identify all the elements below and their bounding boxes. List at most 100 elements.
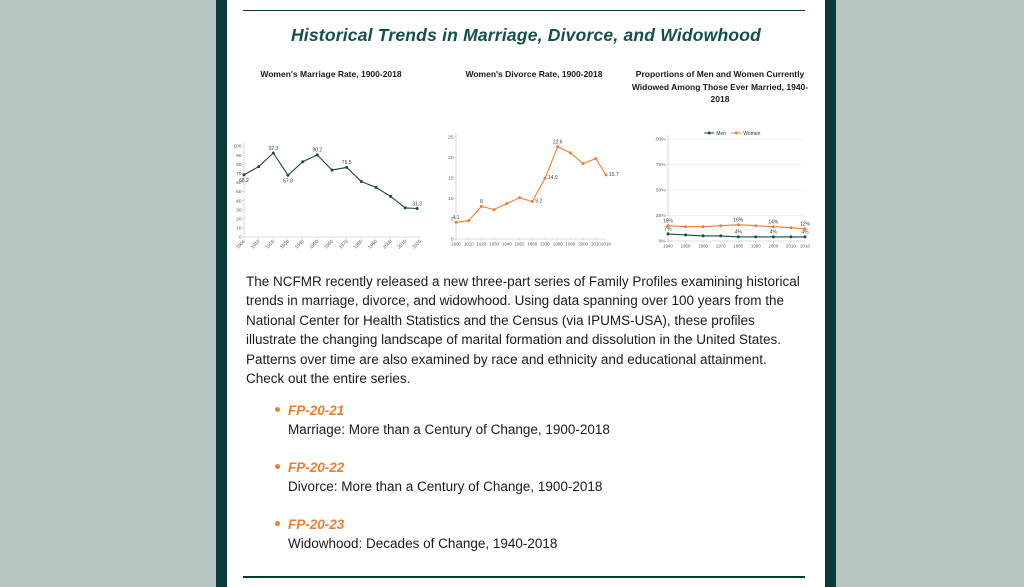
svg-text:1940: 1940 — [294, 238, 306, 250]
left-border-bar — [216, 0, 227, 587]
svg-text:40: 40 — [236, 198, 242, 204]
svg-text:20: 20 — [448, 155, 454, 161]
svg-text:76.5: 76.5 — [342, 160, 352, 166]
page-title: Historical Trends in Marriage, Divorce, … — [290, 25, 762, 45]
fp-20-21-link[interactable]: FP-20-21 — [288, 403, 345, 419]
svg-text:67.8: 67.8 — [283, 178, 293, 184]
svg-text:1950: 1950 — [681, 244, 691, 249]
intro-paragraph: The NCFMR recently released a new three-… — [246, 274, 800, 387]
svg-text:2020: 2020 — [411, 238, 423, 250]
svg-text:2018: 2018 — [601, 242, 611, 247]
svg-text:1990: 1990 — [566, 242, 576, 247]
fp-20-22-link[interactable]: FP-20-22 — [288, 460, 345, 476]
svg-text:Women: Women — [743, 131, 760, 137]
svg-text:9.2: 9.2 — [535, 198, 542, 204]
profile-title: Marriage: More than a Century of Change,… — [288, 422, 610, 438]
svg-text:80: 80 — [236, 162, 242, 168]
series-list: FP-20-21 Marriage: More than a Century o… — [275, 401, 825, 553]
svg-text:2000: 2000 — [768, 244, 778, 249]
divorce-rate-figure: Women's Divorce Rate, 1900-2018 0 5 10 15 20… — [448, 62, 620, 255]
fp-20-23-link[interactable]: FP-20-23 — [288, 517, 345, 533]
svg-text:92.3: 92.3 — [268, 146, 278, 152]
svg-text:1930: 1930 — [279, 238, 291, 250]
list-item: FP-20-22 Divorce: More than a Century of… — [275, 458, 825, 496]
svg-text:1940: 1940 — [663, 244, 673, 249]
svg-text:50: 50 — [236, 189, 242, 195]
svg-text:2010: 2010 — [786, 244, 796, 249]
svg-text:1920: 1920 — [477, 242, 487, 247]
svg-text:0%: 0% — [659, 239, 667, 245]
svg-text:15.7: 15.7 — [609, 172, 619, 178]
charts-row: Women's Marriage Rate, 1900-2018 0 10 20 30… — [227, 62, 825, 258]
right-border-bar — [825, 0, 836, 587]
svg-text:25: 25 — [448, 135, 454, 141]
svg-text:2000: 2000 — [382, 238, 394, 250]
svg-text:1900: 1900 — [451, 242, 461, 247]
svg-text:0: 0 — [239, 235, 242, 241]
svg-text:70: 70 — [236, 171, 242, 177]
divorce-chart-title: Women's Divorce Rate, 1900-2018 — [465, 69, 603, 79]
profile-title: Divorce: More than a Century of Change, … — [288, 479, 603, 495]
svg-text:31.3: 31.3 — [412, 201, 422, 207]
svg-text:100%: 100% — [655, 137, 666, 143]
bullet-icon — [275, 407, 280, 413]
svg-text:1910: 1910 — [250, 238, 262, 250]
svg-text:1960: 1960 — [527, 242, 537, 247]
svg-text:15%: 15% — [663, 219, 674, 225]
svg-text:1980: 1980 — [553, 242, 563, 247]
svg-text:25%: 25% — [656, 213, 666, 219]
svg-text:16%: 16% — [733, 217, 744, 223]
widowhood-chart-title: Proportions of Men and Women Currently W… — [631, 69, 809, 104]
list-item: FP-20-23 Widowhood: Decades of Change, 1… — [275, 515, 825, 553]
svg-text:2018: 2018 — [800, 244, 810, 249]
svg-text:4%: 4% — [735, 230, 743, 236]
svg-text:1950: 1950 — [515, 242, 525, 247]
svg-text:1960: 1960 — [323, 238, 335, 250]
widowhood-chart: 0% 25% 50% 75% 100% 1940 1950 1960 1970 1980 1990 2… — [655, 131, 811, 249]
svg-text:14%: 14% — [768, 220, 779, 226]
svg-text:1990: 1990 — [751, 244, 761, 249]
svg-text:1980: 1980 — [733, 244, 743, 249]
svg-text:90.2: 90.2 — [312, 148, 322, 154]
bullet-icon — [275, 464, 280, 470]
marriage-chart-title: Women's Marriage Rate, 1900-2018 — [260, 69, 402, 79]
svg-text:75%: 75% — [656, 162, 666, 168]
svg-text:22.6: 22.6 — [553, 140, 563, 146]
svg-text:5: 5 — [451, 216, 454, 222]
svg-text:60: 60 — [236, 180, 242, 186]
svg-text:20: 20 — [236, 217, 242, 223]
svg-text:1970: 1970 — [338, 238, 350, 250]
svg-text:30: 30 — [236, 207, 242, 213]
svg-text:1900: 1900 — [235, 238, 247, 250]
bullet-icon — [275, 521, 280, 527]
svg-text:4%: 4% — [770, 230, 778, 236]
svg-text:1970: 1970 — [716, 244, 726, 249]
newsletter-body: Historical Trends in Marriage, Divorce, … — [227, 0, 825, 587]
svg-text:1970: 1970 — [540, 242, 550, 247]
svg-text:10: 10 — [448, 196, 454, 202]
svg-text:68.2: 68.2 — [239, 178, 249, 184]
marriage-rate-figure: Women's Marriage Rate, 1900-2018 0 10 20 30… — [230, 62, 432, 257]
svg-text:1960: 1960 — [698, 244, 708, 249]
svg-text:1930: 1930 — [489, 242, 499, 247]
svg-text:1920: 1920 — [264, 238, 276, 250]
svg-text:7%: 7% — [664, 227, 672, 233]
widowhood-figure: Proportions of Men and Women Currently W… — [632, 62, 813, 254]
svg-text:4.1: 4.1 — [453, 215, 460, 221]
svg-text:4%: 4% — [801, 230, 809, 236]
svg-text:14.9: 14.9 — [548, 175, 558, 181]
svg-text:2000: 2000 — [578, 242, 588, 247]
svg-text:15: 15 — [448, 176, 454, 182]
svg-text:50%: 50% — [656, 188, 666, 194]
svg-text:1990: 1990 — [367, 238, 379, 250]
svg-text:12%: 12% — [800, 222, 811, 228]
top-divider — [243, 10, 805, 11]
svg-text:1940: 1940 — [502, 242, 512, 247]
svg-text:8: 8 — [480, 199, 483, 205]
svg-text:2010: 2010 — [591, 242, 601, 247]
list-item: FP-20-21 Marriage: More than a Century o… — [275, 401, 825, 439]
svg-text:Men: Men — [716, 131, 726, 137]
svg-text:10: 10 — [236, 226, 242, 232]
